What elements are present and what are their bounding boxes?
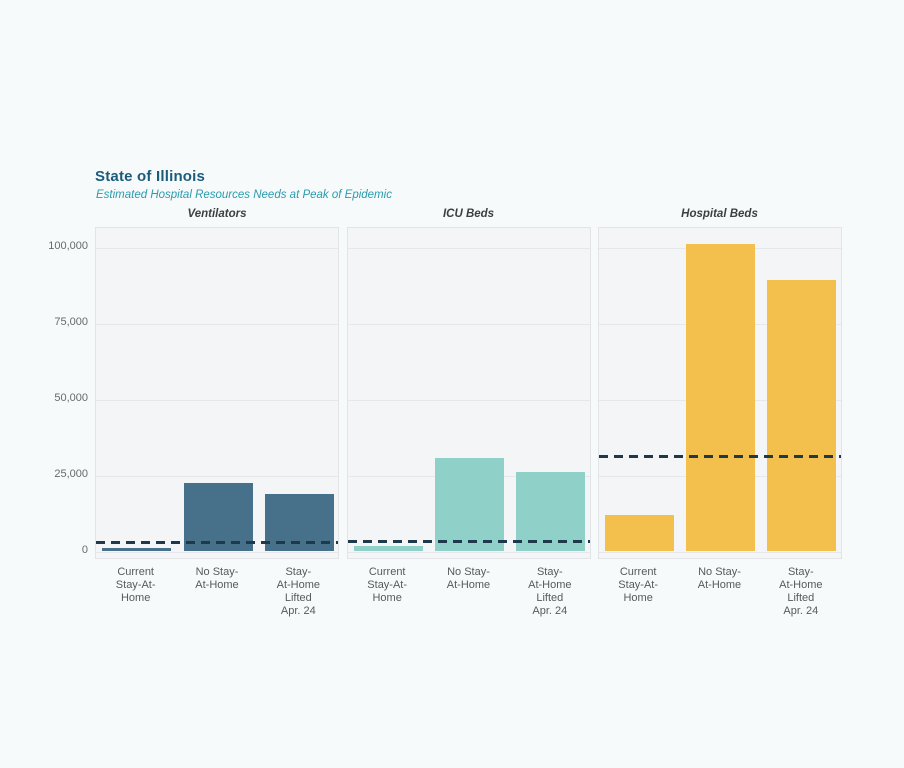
bar-no-stay-at-home [183,483,253,552]
bar-stay-at-home-lifted-apr-24 [516,471,586,552]
y-axis-tick-label: 50,000 [54,391,88,404]
y-axis-tick-label: 25,000 [54,467,88,480]
bar-no-stay-at-home [686,244,755,552]
gridline [96,399,338,401]
panel-title: Hospital Beds [681,208,758,220]
x-axis-labels: Current Stay-At- Home No Stay- At-Home Sta… [347,566,591,636]
gridline [347,323,590,325]
bar-no-stay-at-home [435,457,504,552]
x-tick-label: Stay- At-Home Lifted Apr. 24 [779,566,823,617]
panel-title: Ventilators [187,208,247,220]
gridline [96,475,338,477]
x-axis-labels: Current Stay-At- Home No Stay- At-Home Sta… [598,566,842,636]
x-tick-label: No Stay- At-Home [697,566,742,591]
bar-current-stay-at-home [604,515,674,552]
bar-stay-at-home-lifted-apr-24 [767,280,837,552]
chart-subtitle: Estimated Hospital Resources Needs at Pe… [96,189,392,201]
x-tick-label: Stay- At-Home Lifted Apr. 24 [528,566,572,617]
plot-area [346,227,591,559]
gridline [347,248,590,249]
plot-area [597,227,842,559]
y-axis-tick-label: 0 [81,543,88,556]
x-axis-labels: Current Stay-At- Home No Stay- At-Home Sta… [95,566,339,636]
x-tick-label: No Stay- At-Home [195,566,239,591]
x-tick-label: Current Stay-At- Home [618,566,659,604]
panel-hospital-beds: Hospital Beds Current Stay-At- Home No Sta… [597,206,842,636]
bar-current-stay-at-home [102,547,172,552]
panel-icu-beds: ICU Beds Current Stay-At- Home No Stay- At… [346,206,591,636]
x-tick-label: Current Stay-At- Home [367,566,408,604]
capacity-dashed-line [347,539,590,543]
gridline [347,551,590,553]
y-axis: 0 25,000 50,000 75,000 100,000 [18,0,88,768]
gridline [96,323,338,325]
x-tick-label: Stay- At-Home Lifted Apr. 24 [276,566,321,617]
chart-title: State of Illinois [95,168,206,185]
bar-current-stay-at-home [353,546,423,552]
gridline [96,551,338,553]
panel-ventilators: Ventilators Current Stay-At- Home No Stay-… [95,206,339,636]
panel-title: ICU Beds [442,208,495,220]
gridline [347,399,590,401]
gridline [598,551,841,553]
x-tick-label: No Stay- At-Home [446,566,491,591]
y-axis-tick-label: 100,000 [48,240,88,252]
x-tick-label: Current Stay-At- Home [115,566,156,604]
y-axis-tick-label: 75,000 [54,315,88,328]
plot-area [95,227,339,559]
capacity-dashed-line [598,454,841,458]
gridline [96,248,338,249]
capacity-dashed-line [96,540,338,544]
